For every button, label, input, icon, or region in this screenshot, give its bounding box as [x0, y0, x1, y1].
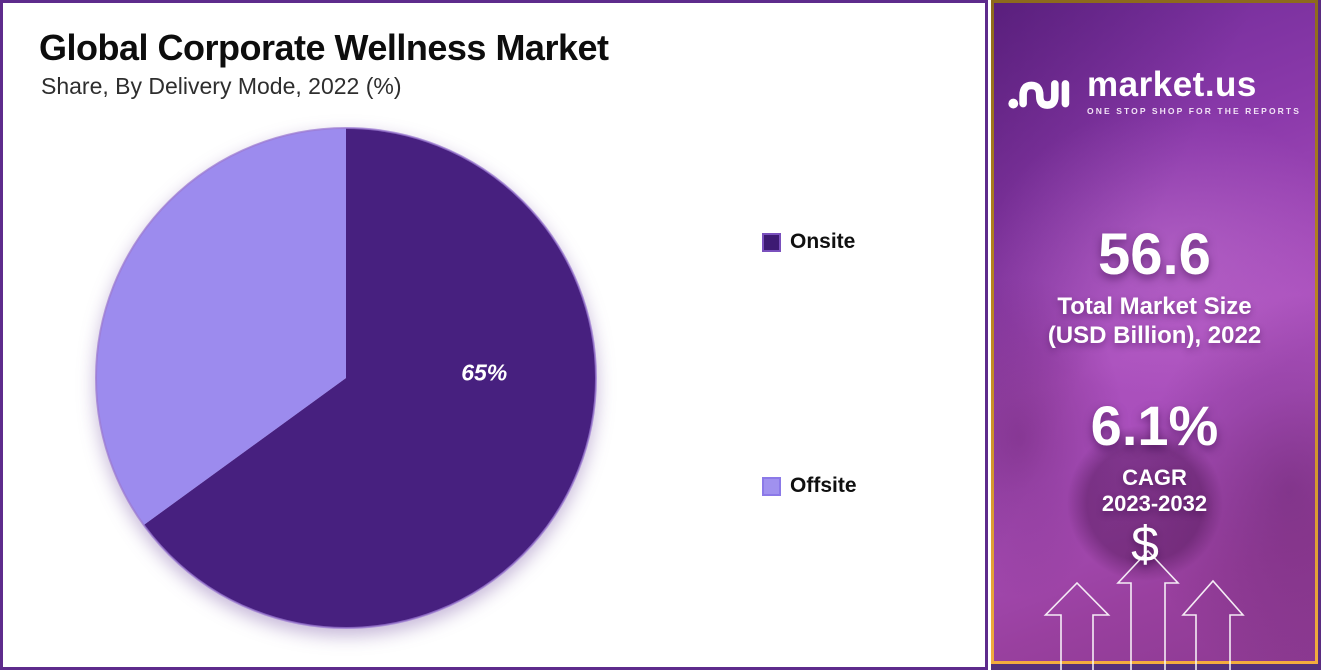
- legend-swatch-offsite: [762, 476, 781, 496]
- logo: market.us ONE STOP SHOP FOR THE REPORTS: [994, 67, 1315, 117]
- dollar-icon: $: [1131, 516, 1159, 572]
- stat-market-size-label: Total Market Size (USD Billion), 2022: [994, 293, 1315, 351]
- page-subtitle: Share, By Delivery Mode, 2022 (%): [41, 73, 402, 99]
- pie-data-label: 65%: [461, 359, 508, 386]
- legend-item-onsite: Onsite: [762, 230, 855, 254]
- sidebar: market.us ONE STOP SHOP FOR THE REPORTS …: [991, 0, 1321, 670]
- legend-swatch-onsite: [762, 232, 781, 252]
- stat-cagr-label: CAGR 2023-2032: [994, 465, 1315, 518]
- stat-market-size-label-line1: Total Market Size: [1057, 293, 1252, 320]
- logo-text-block: market.us ONE STOP SHOP FOR THE REPORTS: [1087, 67, 1301, 116]
- marketus-logo-icon: [1008, 80, 1070, 109]
- page-title: Global Corporate Wellness Market: [39, 27, 609, 68]
- brand-name: market.us: [1087, 65, 1257, 104]
- pie-slice-onsite: [143, 128, 596, 628]
- legend-label-offsite: Offsite: [790, 474, 857, 497]
- stat-cagr-label-line2: 2023-2032: [1101, 491, 1208, 517]
- legend-item-offsite: Offsite: [762, 474, 857, 498]
- sidebar-gold-frame: market.us ONE STOP SHOP FOR THE REPORTS …: [991, 0, 1318, 664]
- stat-market-size-label-line2: (USD Billion), 2022: [1047, 321, 1262, 349]
- legend-label-onsite: Onsite: [790, 230, 856, 253]
- pie-outline: [95, 127, 597, 629]
- pie-slice-offsite: [95, 128, 346, 525]
- stat-cagr-value: 6.1%: [1090, 394, 1219, 457]
- brand-tagline: ONE STOP SHOP FOR THE REPORTS: [1087, 106, 1301, 116]
- pie-chart: [95, 127, 597, 629]
- stat-market-size-value: 56.6: [1098, 222, 1211, 287]
- sidebar-content: market.us ONE STOP SHOP FOR THE REPORTS …: [994, 3, 1315, 661]
- chart-card: Global Corporate Wellness Market Share, …: [0, 0, 988, 670]
- outer-frame-right-edge: [1318, 0, 1321, 670]
- stat-cagr-label-line1: CAGR: [1122, 465, 1187, 490]
